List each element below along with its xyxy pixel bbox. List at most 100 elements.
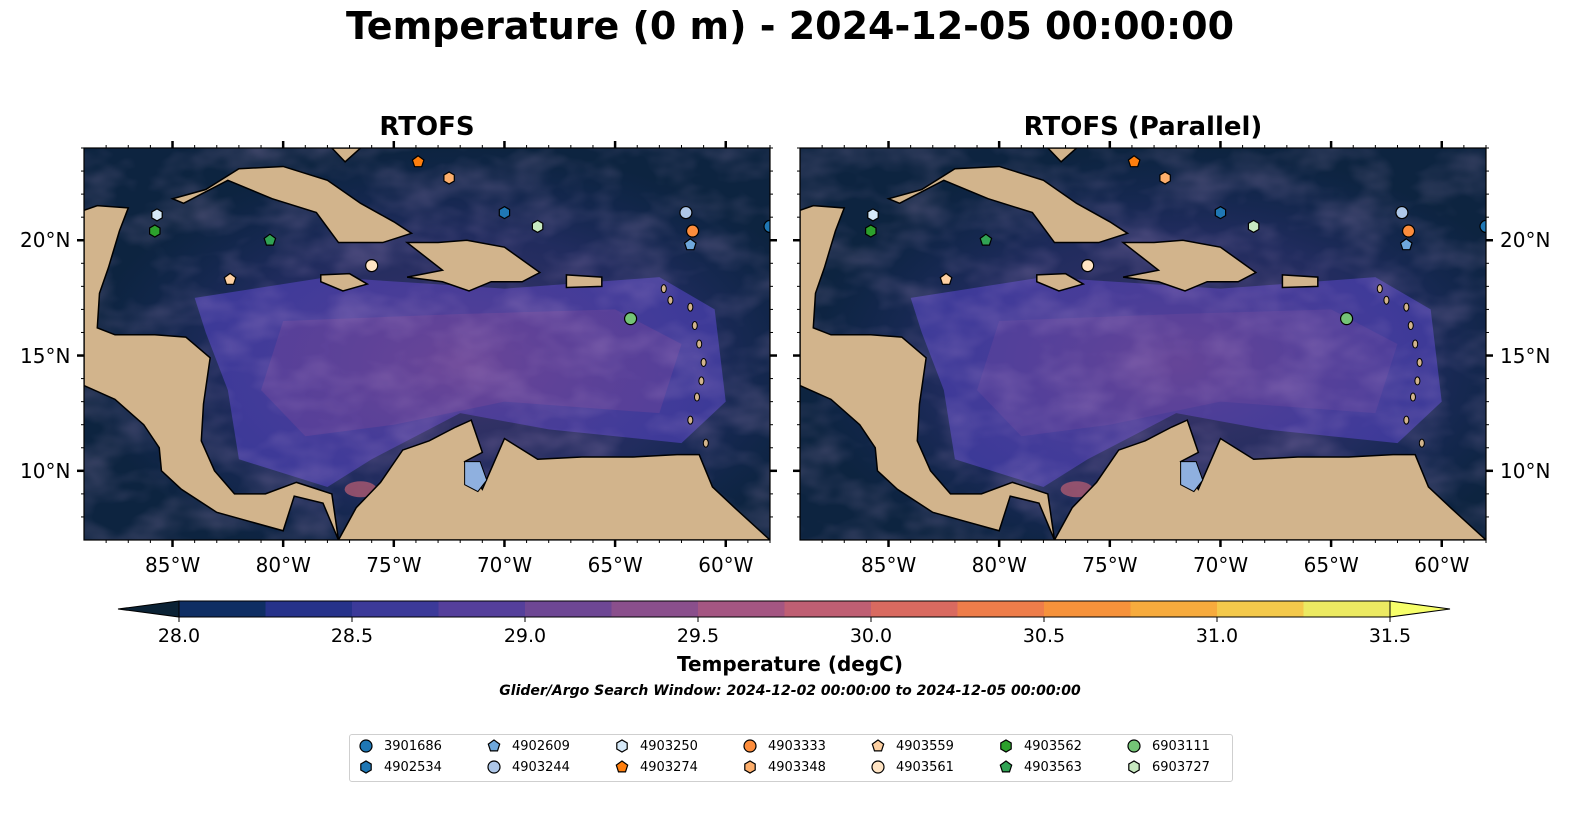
colorbar-bin [525,601,612,617]
float-marker-4902534 [1214,205,1227,220]
lon-tick-label: 65°W [587,553,643,577]
legend-item-4903562: 4903562 [998,738,1082,754]
legend-item-4903563: 4903563 [998,759,1082,775]
float-marker-4902609 [683,238,697,251]
float-marker-4903562 [864,224,877,238]
float-marker-4903333 [685,224,700,238]
legend-item-4903561: 4903561 [870,759,954,775]
legend-label: 6903727 [1152,759,1210,775]
circle-marker-icon [487,760,501,774]
pentagon-marker-icon [615,760,629,773]
float-marker-4903563 [263,233,277,246]
float-marker-4902534 [498,205,511,220]
colorbar-tick-label: 30.0 [849,625,893,647]
lon-tick-label: 85°W [145,553,201,577]
hexagon-marker-icon [1128,760,1140,774]
float-marker-6903727 [1247,219,1260,234]
colorbar-tick-label: 30.5 [1022,625,1066,647]
legend-item-4902534: 4902534 [358,759,442,775]
legend-item-4903348: 4903348 [742,759,826,775]
colorbar-bin [1130,601,1218,617]
circle-marker-icon [871,760,885,774]
float-legend: 3901686 4902534 4902609 4903244 4903250 49032… [349,734,1233,782]
colorbar-tick-label: 28.5 [330,625,374,647]
colorbar-bin [438,601,526,617]
float-marker-4903348 [443,171,455,185]
lon-tick-label: 65°W [1303,553,1359,577]
float-marker-4903563 [979,233,993,246]
legend-label: 4903274 [640,759,698,775]
legend-item-4903333: 4903333 [742,738,826,754]
float-marker-4903333 [1401,224,1416,238]
float-marker-4903561 [365,259,379,273]
lon-tick-label: 70°W [1192,553,1249,577]
lon-tick-label: 85°W [861,553,917,577]
legend-label: 4903250 [640,738,698,754]
search-window-caption: Glider/Argo Search Window: 2024-12-02 00… [499,683,1081,699]
colorbar [117,600,1451,622]
pentagon-marker-icon [487,739,501,752]
lon-tick-label: 80°W [255,553,311,577]
colorbar-tick-label: 31.0 [1195,625,1239,647]
colorbar-bin [1217,601,1304,617]
float-marker-4903274 [1127,155,1141,168]
legend-item-4902609: 4902609 [486,738,570,754]
lat-tick-label: 20°N [20,228,71,253]
lon-tick-label: 60°W [1414,553,1470,577]
panel-title-rtofs: RTOFS [379,112,475,142]
lat-tick-label: 15°N [1500,343,1551,368]
legend-item-6903111: 6903111 [1126,738,1210,754]
float-marker-3901686 [763,219,770,233]
circle-marker-icon [359,739,373,753]
float-marker-4903562 [149,224,161,238]
legend-item-4903274: 4903274 [614,759,698,775]
float-marker-3901686 [1479,219,1486,233]
circle-marker-icon [743,739,757,753]
float-marker-6903727 [531,219,544,234]
hexagon-marker-icon [360,760,372,774]
colorbar-tick-label: 28.0 [157,625,201,647]
circle-marker-icon [1127,739,1141,753]
legend-label: 6903111 [1152,738,1210,754]
colorbar-bin [352,601,439,617]
hexagon-marker-icon [616,739,628,753]
lon-tick-label: 75°W [1082,553,1138,577]
lat-tick-label: 20°N [1500,228,1551,253]
legend-label: 4903561 [896,759,954,775]
hexagon-marker-icon [744,760,756,774]
float-marker-6903111 [1339,312,1354,326]
colorbar-bin [265,601,353,617]
colorbar-tick-label: 29.0 [503,625,547,647]
legend-item-6903727: 6903727 [1126,759,1210,775]
float-marker-4903559 [223,272,237,285]
colorbar-title: Temperature (degC) [677,652,903,676]
float-marker-4903559 [939,272,953,285]
legend-label: 3901686 [384,738,442,754]
float-marker-4903274 [411,155,425,168]
legend-label: 4903244 [512,759,570,775]
map-rtofs [77,141,777,547]
colorbar-extend-low [117,600,180,618]
panel-title-rtofs-parallel: RTOFS (Parallel) [1023,112,1263,142]
legend-label: 4902534 [384,759,442,775]
lon-tick-label: 75°W [366,553,422,577]
colorbar-bin [179,601,266,617]
legend-item-4903559: 4903559 [870,738,954,754]
legend-label: 4903562 [1024,738,1082,754]
pentagon-marker-icon [871,739,885,752]
figure-title: Temperature (0 m) - 2024-12-05 00:00:00 [345,4,1235,48]
lon-tick-label: 80°W [971,553,1027,577]
float-marker-4902609 [1399,238,1413,251]
colorbar-bin [1044,601,1131,617]
lat-tick-label: 10°N [20,458,71,483]
legend-label: 4903563 [1024,759,1082,775]
colorbar-tick-label: 31.5 [1368,625,1412,647]
colorbar-bin [698,601,785,617]
legend-item-4903250: 4903250 [614,738,698,754]
lat-tick-label: 10°N [1500,458,1551,483]
colorbar-bin [784,601,872,617]
legend-label: 4903559 [896,738,954,754]
colorbar-bin [871,601,958,617]
pentagon-marker-icon [999,760,1013,773]
lat-tick-label: 15°N [20,343,71,368]
